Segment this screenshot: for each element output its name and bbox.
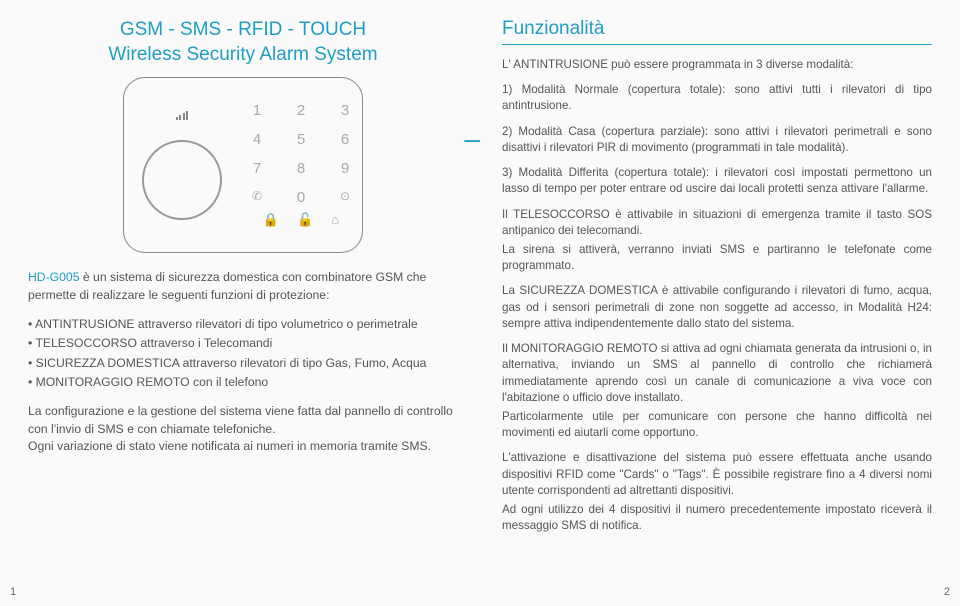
key-0: 0	[288, 189, 314, 206]
title-line-1: GSM - SMS - RFID - TOUCH	[28, 18, 458, 43]
feature-bullets: ANTINTRUSIONE attraverso rilevatori di t…	[28, 315, 458, 393]
device-wrapper: 1 2 3 4 5 6 7 8 9 ✆ 0 ⊙ 🔒 🔓 ⌂	[28, 67, 458, 269]
outro-1: La configurazione e la gestione del sist…	[28, 403, 458, 438]
bullet-2: TELESOCCORSO attraverso i Telecomandi	[28, 334, 458, 354]
key-2: 2	[288, 102, 314, 119]
minus-icon: –	[464, 123, 480, 155]
para-2: 1) Modalità Normale (copertura totale): …	[502, 82, 932, 114]
lock-icon-row: 🔒 🔓 ⌂	[244, 212, 358, 228]
para-9: Particolarmente utile per comunicare con…	[502, 409, 932, 441]
title-line-2: Wireless Security Alarm System	[28, 43, 458, 68]
para-11: Ad ogni utilizzo dei 4 dispositivi il nu…	[502, 502, 932, 534]
device-panel: 1 2 3 4 5 6 7 8 9 ✆ 0 ⊙ 🔒 🔓 ⌂	[123, 77, 363, 253]
bullet-3: SICUREZZA DOMESTICA attraverso rilevator…	[28, 354, 458, 374]
bullet-4: MONITORAGGIO REMOTO con il telefono	[28, 373, 458, 393]
key-9: 9	[332, 160, 358, 177]
key-8: 8	[288, 160, 314, 177]
para-6: La sirena si attiverà, verranno inviati …	[502, 242, 932, 274]
intro-text: è un sistema di sicurezza domestica con …	[28, 270, 426, 302]
home-lock-icon: ⌂	[331, 212, 339, 228]
right-page: Funzionalità L' ANTINTRUSIONE può essere…	[480, 0, 960, 606]
key-1: 1	[244, 102, 270, 119]
lock-open-icon: 🔓	[297, 212, 313, 228]
key-5: 5	[288, 131, 314, 148]
section-heading: Funzionalità	[502, 18, 932, 45]
para-7: La SICUREZZA DOMESTICA è attivabile conf…	[502, 283, 932, 332]
device-left-col	[142, 110, 222, 220]
para-3: 2) Modalità Casa (copertura parziale): s…	[502, 124, 932, 156]
device-keypad-col: 1 2 3 4 5 6 7 8 9 ✆ 0 ⊙ 🔒 🔓 ⌂	[244, 102, 358, 228]
key-4: 4	[244, 131, 270, 148]
para-10: L'attivazione e disattivazione del siste…	[502, 450, 932, 499]
para-4: 3) Modalità Differita (copertura totale)…	[502, 165, 932, 197]
record-icon: ⊙	[332, 189, 358, 206]
key-7: 7	[244, 160, 270, 177]
left-page: GSM - SMS - RFID - TOUCH Wireless Securi…	[0, 0, 480, 606]
outro-2: Ogni variazione di stato viene notificat…	[28, 438, 458, 456]
page-number-right: 2	[944, 586, 950, 598]
brand-code: HD-G005	[28, 270, 79, 284]
para-8: Il MONITORAGGIO REMOTO si attiva ad ogni…	[502, 341, 932, 406]
device-keypad: 1 2 3 4 5 6 7 8 9 ✆ 0 ⊙	[244, 102, 358, 206]
intro-paragraph: HD-G005 è un sistema di sicurezza domest…	[28, 269, 458, 304]
key-6: 6	[332, 131, 358, 148]
device-ring	[142, 140, 222, 220]
page-number-left: 1	[10, 586, 16, 598]
signal-icon	[176, 110, 189, 120]
key-3: 3	[332, 102, 358, 119]
bullet-1: ANTINTRUSIONE attraverso rilevatori di t…	[28, 315, 458, 335]
para-5: Il TELESOCCORSO è attivabile in situazio…	[502, 207, 932, 239]
lock-closed-icon: 🔒	[263, 212, 279, 228]
phone-icon: ✆	[244, 189, 270, 206]
para-1: L' ANTINTRUSIONE può essere programmata …	[502, 57, 932, 73]
